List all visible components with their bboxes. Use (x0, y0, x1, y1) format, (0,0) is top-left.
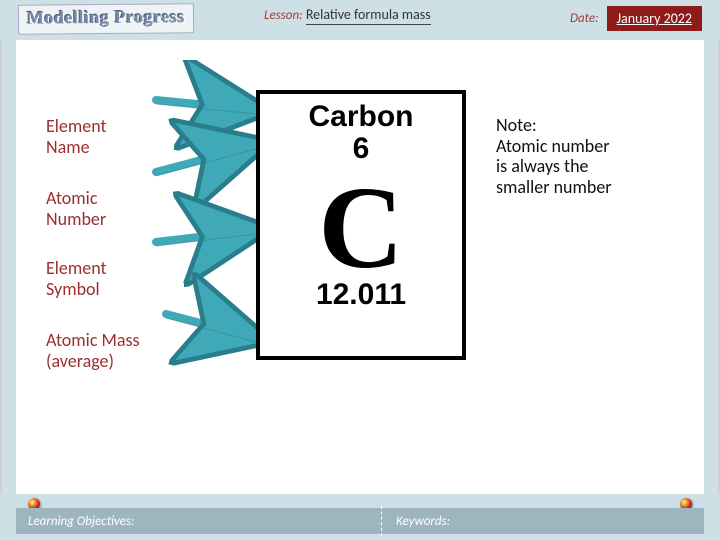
arrow-symbol (156, 230, 258, 242)
tile-element-name: Carbon (260, 100, 462, 134)
tile-atomic-mass: 12.011 (260, 278, 462, 312)
date-block: Date: January 2022 (570, 0, 702, 36)
tile-atomic-number: 6 (260, 132, 462, 166)
note-line-2: Atomic number (496, 136, 686, 157)
arrow-name (156, 100, 258, 110)
content-area: ElementName AtomicNumber ElementSymbol A… (16, 60, 704, 480)
header-bar: Modelling Progress Lesson: Relative form… (0, 0, 720, 40)
lesson-label: Lesson: (264, 8, 303, 23)
date-label: Date: (570, 11, 599, 26)
label-atomic-mass: Atomic Mass(average) (46, 330, 176, 371)
label-element-symbol: ElementSymbol (46, 258, 176, 299)
label-atomic-number: AtomicNumber (46, 188, 176, 229)
note-line-1: Note: (496, 115, 686, 136)
footer-area: Learning Objectives: Keywords: (0, 494, 720, 540)
note-line-4: smaller number (496, 177, 686, 198)
keywords-label: Keywords: (396, 514, 450, 529)
note-line-3: is always the (496, 156, 686, 177)
modelling-progress-badge: Modelling Progress (18, 3, 194, 35)
lesson-value: Relative formula mass (306, 6, 431, 25)
date-value: January 2022 (607, 6, 702, 31)
arrow-mass (166, 314, 258, 338)
footer-separator (381, 506, 382, 536)
element-tile: Carbon 6 C 12.011 (256, 90, 466, 360)
label-element-name: ElementName (46, 116, 176, 157)
tile-element-symbol: C (260, 172, 462, 284)
learning-objectives-label: Learning Objectives: (28, 514, 135, 529)
footer-bar: Learning Objectives: Keywords: (16, 508, 704, 534)
note-text: Note: Atomic number is always the smalle… (496, 115, 686, 198)
lesson-block: Lesson: Relative formula mass (264, 6, 431, 23)
